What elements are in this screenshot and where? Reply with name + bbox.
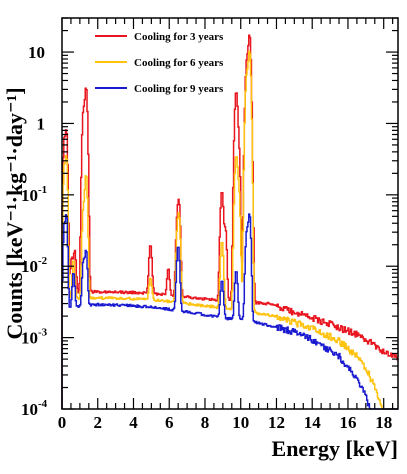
x-tick-label: 2 — [93, 413, 102, 432]
legend: Cooling for 3 years Cooling for 6 years Co… — [95, 31, 224, 95]
y-tick-label: 10 — [21, 257, 38, 276]
plot-frame — [61, 17, 399, 410]
y-tick-label-exponent: -2 — [38, 255, 48, 267]
y-axis-label: Counts [keV⁻¹·kg⁻¹·day⁻¹] — [2, 87, 27, 339]
x-tick-label: 18 — [375, 413, 392, 432]
x-axis-label: Energy [keV] — [272, 436, 398, 461]
y-tick-label: 10 — [21, 186, 38, 205]
y-tick-label-exponent: -3 — [38, 327, 48, 339]
y-tick-label: 1 — [37, 114, 46, 133]
x-tick-label: 6 — [165, 413, 174, 432]
series-line-3 — [61, 213, 398, 410]
y-tick-label: 10 — [21, 400, 38, 419]
x-tick-label: 8 — [201, 413, 210, 432]
series-curves — [61, 34, 398, 410]
y-tick-label-exponent: -1 — [38, 184, 47, 196]
x-tick-label: 10 — [232, 413, 249, 432]
legend-label-2: Cooling for 6 years — [134, 57, 224, 69]
x-axis-ticks: 0 2 4 6 8 10 12 14 16 18 — [58, 18, 394, 432]
legend-label-3: Cooling for 9 years — [134, 83, 224, 95]
series-line-1 — [61, 34, 398, 409]
x-tick-label: 4 — [129, 413, 138, 432]
series-line-2 — [61, 50, 398, 410]
y-tick-label: 10 — [28, 43, 45, 62]
y-tick-label: 10 — [21, 329, 38, 348]
y-tick-label-exponent: -4 — [38, 398, 48, 410]
legend-label-1: Cooling for 3 years — [134, 31, 224, 43]
x-tick-label: 14 — [304, 413, 322, 432]
x-tick-label: 16 — [339, 413, 356, 432]
x-tick-label: 0 — [58, 413, 67, 432]
x-tick-label: 12 — [268, 413, 285, 432]
